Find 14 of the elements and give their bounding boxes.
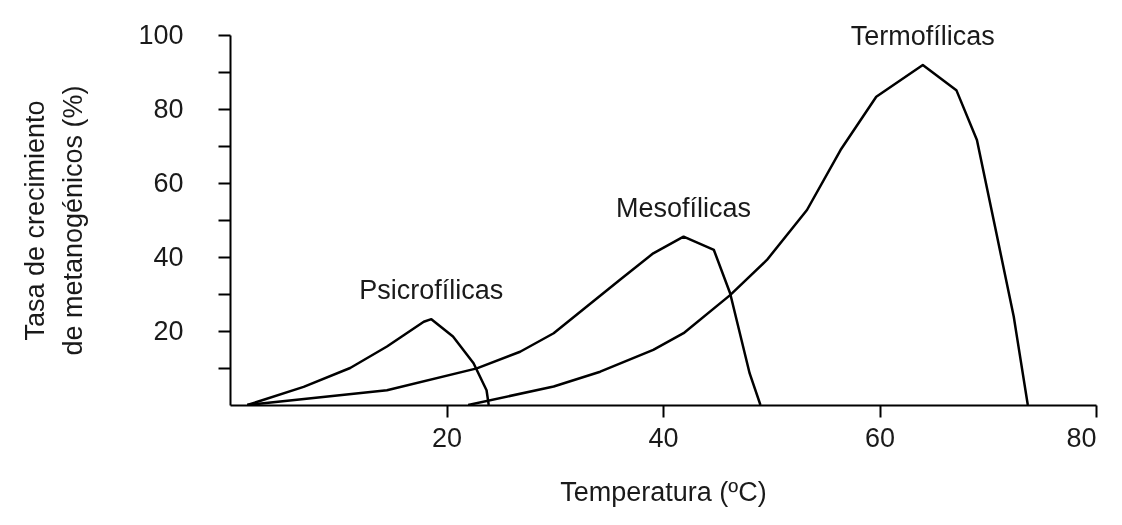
y-tick-label: 40 [153, 241, 184, 272]
y-axis-title: Tasa de crecimiento de metanogénicos (%) [20, 85, 89, 356]
x-tick-label: 20 [431, 422, 463, 453]
series-label: Psicrofílicas [359, 275, 504, 306]
y-tick-label: 100 [138, 19, 184, 50]
x-tick-label: 60 [864, 422, 896, 453]
x-tick-label: 80 [1066, 422, 1097, 453]
y-tick-label: 80 [153, 93, 184, 124]
series-label: Termofílicas [850, 20, 995, 51]
series-label: Mesofílicas [616, 192, 752, 223]
y-tick-label: 60 [153, 167, 184, 198]
x-axis-title: Temperatura (ºC) [560, 476, 767, 507]
x-tick-label: 40 [648, 422, 679, 453]
y-tick-label: 20 [153, 315, 184, 346]
